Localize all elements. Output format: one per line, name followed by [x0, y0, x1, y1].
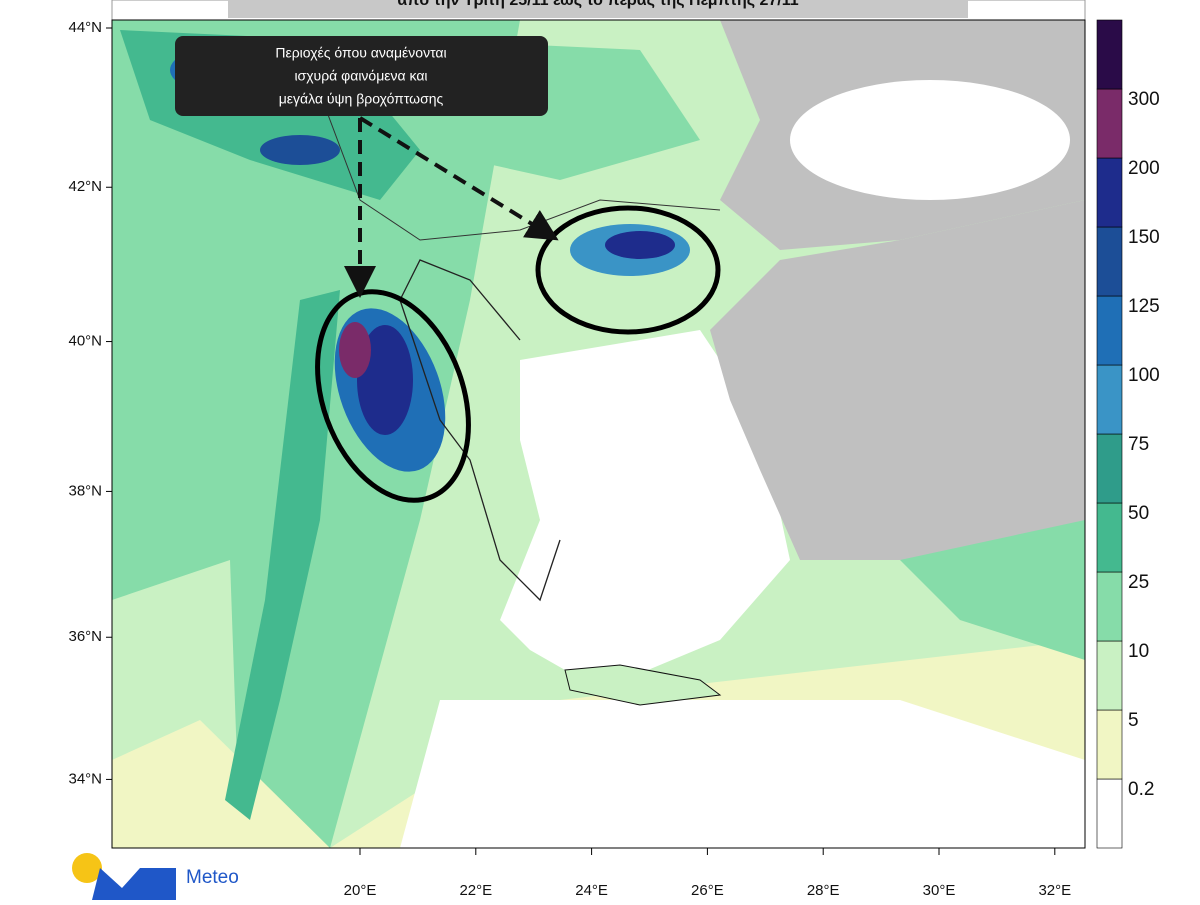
- colorbar-label: 25: [1128, 572, 1149, 593]
- lon-label: 22°E: [459, 882, 492, 899]
- arrow: [358, 116, 559, 241]
- lat-label: 40°N: [68, 333, 102, 350]
- colorbar-label: 75: [1128, 434, 1149, 455]
- logo-sun: [72, 853, 102, 883]
- colorbar-bin: [1096, 571, 1123, 642]
- title: από την Τρίτη 25/11 έως το πέρας της Πέμ…: [397, 0, 798, 9]
- colorbar-bin: [1096, 502, 1123, 573]
- lat-label: 38°N: [68, 482, 102, 499]
- colorbar-bin: [1096, 88, 1123, 159]
- colorbar-bin: [1096, 709, 1123, 780]
- lon-label: 24°E: [575, 882, 608, 899]
- colorbar-bin: [1096, 295, 1123, 366]
- lat-label: 36°N: [68, 628, 102, 645]
- callout-line: Περιοχές όπου αναμένονται: [275, 45, 446, 61]
- coastline: [399, 259, 561, 602]
- colorbar-label: 200: [1128, 158, 1160, 179]
- rain-zone: [112, 720, 330, 848]
- colorbar-label: 150: [1128, 227, 1160, 248]
- lat-label: 42°N: [68, 178, 102, 195]
- callout-box: [175, 36, 548, 116]
- colorbar-bin: [1096, 640, 1123, 711]
- colorbar-bin: [1096, 433, 1123, 504]
- callout-line: ισχυρά φαινόμενα και: [294, 68, 427, 84]
- lat-label: 44°N: [68, 19, 102, 36]
- lon-label: 20°E: [344, 882, 377, 899]
- colorbar-bin: [1096, 226, 1123, 297]
- lon-label: 30°E: [923, 882, 956, 899]
- logo-mark: [92, 868, 176, 900]
- sea-dry: [500, 330, 790, 690]
- land-dry: [710, 200, 1085, 600]
- rain-zone: [260, 135, 340, 165]
- lon-label: 32°E: [1038, 882, 1071, 899]
- border: [299, 39, 721, 241]
- colorbar-bin: [1096, 364, 1123, 435]
- colorbar-bin: [1096, 19, 1123, 90]
- highlight-ellipse: [535, 205, 721, 335]
- rain-zone: [605, 231, 675, 259]
- colorbar-label: 5: [1128, 710, 1139, 731]
- colorbar-label: 100: [1128, 365, 1160, 386]
- title-bar: [228, 0, 968, 18]
- lat-label: 34°N: [68, 770, 102, 787]
- colorbar-label: 10: [1128, 641, 1149, 662]
- rain-zone: [225, 290, 340, 820]
- crete: [564, 664, 722, 706]
- black-sea: [790, 80, 1070, 200]
- map-area: [112, 20, 1085, 848]
- rain-zone: [357, 325, 413, 435]
- colorbar-bin: [1096, 157, 1123, 228]
- colorbar-label: 50: [1128, 503, 1149, 524]
- lon-label: 28°E: [807, 882, 840, 899]
- callout-line: μεγάλα ύψη βροχόπτωσης: [279, 91, 444, 107]
- rain-zone: [339, 322, 371, 378]
- logo-text: Meteo: [186, 867, 239, 888]
- sea-dry: [400, 700, 1085, 848]
- colorbar-label: 0.2: [1128, 779, 1154, 800]
- colorbar-label: 300: [1128, 89, 1160, 110]
- colorbar-label: 125: [1128, 296, 1160, 317]
- colorbar-bin: [1096, 778, 1123, 849]
- rain-zone: [900, 520, 1085, 660]
- map-frame: [111, 19, 1086, 849]
- lon-label: 26°E: [691, 882, 724, 899]
